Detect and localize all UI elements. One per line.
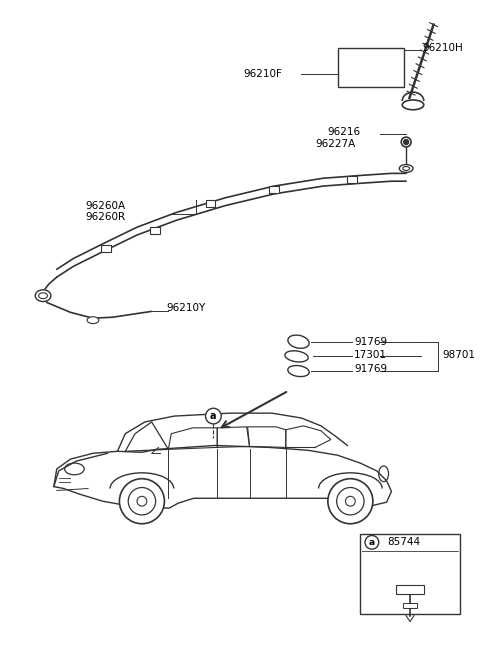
Circle shape [128, 487, 156, 515]
Text: 85744: 85744 [387, 537, 420, 547]
Ellipse shape [39, 293, 48, 298]
Ellipse shape [65, 463, 84, 475]
Circle shape [365, 535, 379, 549]
FancyBboxPatch shape [337, 48, 404, 87]
Text: 91769: 91769 [354, 364, 387, 374]
Circle shape [328, 479, 373, 523]
Ellipse shape [35, 290, 51, 302]
FancyBboxPatch shape [101, 245, 110, 252]
Bar [396, 585, 424, 594]
Bar [403, 603, 417, 608]
Circle shape [401, 137, 411, 147]
Text: 91769: 91769 [354, 337, 387, 347]
Ellipse shape [288, 335, 309, 348]
Text: 96210H: 96210H [423, 43, 464, 53]
FancyBboxPatch shape [150, 227, 159, 234]
FancyBboxPatch shape [205, 200, 216, 207]
Ellipse shape [403, 167, 409, 171]
Ellipse shape [87, 317, 99, 323]
Circle shape [404, 140, 408, 144]
Circle shape [120, 479, 165, 523]
Text: 96260A: 96260A [85, 201, 125, 211]
Text: a: a [210, 411, 216, 421]
FancyBboxPatch shape [269, 186, 279, 193]
FancyBboxPatch shape [360, 533, 460, 614]
Ellipse shape [379, 466, 388, 482]
Circle shape [346, 497, 355, 506]
Text: 17301: 17301 [354, 350, 387, 360]
Text: 96210Y: 96210Y [167, 304, 205, 314]
Text: 96260R: 96260R [85, 213, 125, 222]
Ellipse shape [399, 165, 413, 173]
Text: 98701: 98701 [443, 350, 475, 360]
Circle shape [336, 487, 364, 515]
FancyBboxPatch shape [348, 176, 357, 183]
Text: 96210F: 96210F [243, 68, 282, 79]
Ellipse shape [285, 351, 308, 362]
Circle shape [137, 497, 147, 506]
Text: 96216: 96216 [327, 127, 360, 137]
Text: 96227A: 96227A [315, 139, 355, 149]
Circle shape [205, 408, 221, 424]
Ellipse shape [288, 365, 309, 377]
Ellipse shape [402, 100, 424, 110]
Text: a: a [369, 538, 375, 547]
